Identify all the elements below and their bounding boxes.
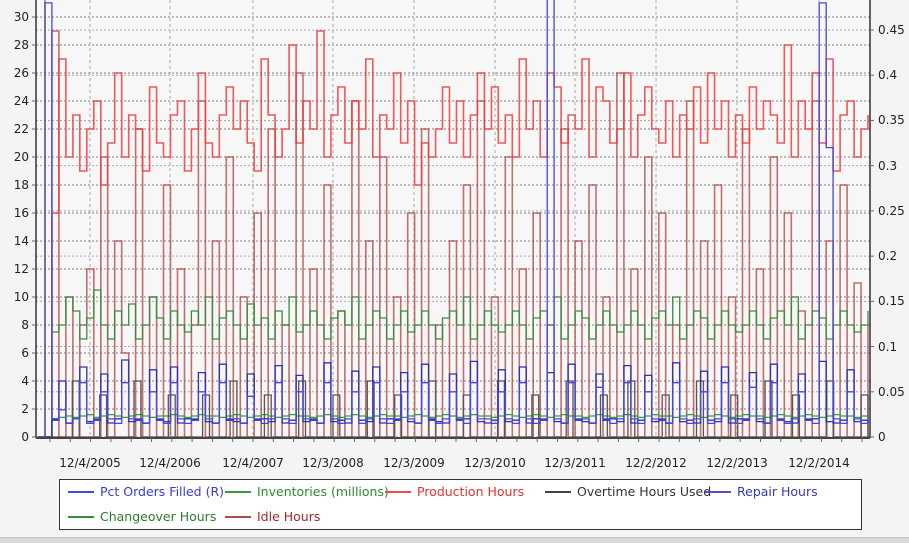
legend-swatch [68,490,94,493]
right-y-tick-label: 0.1 [878,339,898,354]
left-y-tick-label: 2 [21,402,29,416]
x-tick-label: 12/4/2007 [222,456,284,470]
left-y-tick-label: 8 [21,318,29,332]
series-line [38,0,869,438]
right-y-tick-label: 0.3 [878,158,898,173]
right-y-tick-label: 0.05 [878,384,905,399]
x-tick-label: 12/2/2014 [788,456,850,470]
legend-label: Idle Hours [257,509,321,524]
legend-swatch [545,490,571,493]
left-y-tick-label: 18 [13,178,29,192]
left-y-tick-label: 12 [13,262,29,276]
left-y-tick-label: 26 [13,66,29,80]
right-y-tick-label: 0.15 [878,294,905,309]
legend-item-production-hours[interactable]: Production Hours [385,484,524,499]
left-y-tick-label: 4 [21,374,29,388]
right-y-tick-label: 0.45 [878,23,905,37]
x-tick-label: 12/3/2008 [302,456,364,470]
legend-item-changeover-hours[interactable]: Changeover Hours [68,509,216,524]
legend-swatch [225,490,251,493]
legend-swatch [385,490,411,493]
right-y-tick-label: 0.25 [878,203,905,218]
left-y-tick-label: 28 [13,38,29,52]
x-tick-label: 12/2/2012 [625,456,687,470]
x-tick-label: 12/4/2005 [59,456,121,470]
x-tick-label: 12/3/2009 [383,456,445,470]
legend: Pct Orders Filled (R) Inventories (milli… [59,479,862,530]
left-y-tick-label: 16 [13,206,29,220]
left-y-tick-label: 14 [13,234,29,248]
series-line [38,30,869,438]
left-y-tick-label: 22 [13,122,29,136]
legend-swatch [705,490,731,493]
right-y-tick-label: 0.2 [878,249,898,264]
series-line [38,289,869,438]
left-y-tick-label: 20 [13,150,29,164]
left-y-tick-label: 6 [21,346,29,360]
legend-item-repair-hours[interactable]: Repair Hours [705,484,818,499]
x-tick-label: 12/4/2006 [139,456,201,470]
legend-label: Inventories (millions) [257,484,389,499]
legend-label: Pct Orders Filled (R) [100,484,225,499]
legend-swatch [68,515,94,518]
legend-item-pct-orders-filled[interactable]: Pct Orders Filled (R) [68,484,224,499]
legend-item-idle-hours[interactable]: Idle Hours [225,509,320,524]
right-y-tick-label: 0.35 [878,113,905,128]
left-y-tick-label: 10 [13,290,29,304]
legend-item-overtime-hours-used[interactable]: Overtime Hours Used [545,484,711,499]
right-y-tick-label: 0.4 [878,68,898,83]
x-tick-label: 12/3/2010 [464,456,526,470]
legend-label: Overtime Hours Used [577,484,712,499]
left-y-tick-label: 24 [13,94,29,108]
x-tick-label: 12/2/2013 [706,456,768,470]
x-tick-label: 12/3/2011 [544,456,606,470]
left-y-tick-label: 30 [13,10,29,24]
window-bottom-edge [0,537,909,543]
legend-label: Changeover Hours [100,509,217,524]
legend-label: Production Hours [417,484,525,499]
right-y-tick-label: 0 [878,430,886,444]
legend-label: Repair Hours [737,484,818,499]
left-y-tick-label: 0 [21,430,29,444]
legend-item-inventories[interactable]: Inventories (millions) [225,484,389,499]
legend-swatch [225,515,251,518]
